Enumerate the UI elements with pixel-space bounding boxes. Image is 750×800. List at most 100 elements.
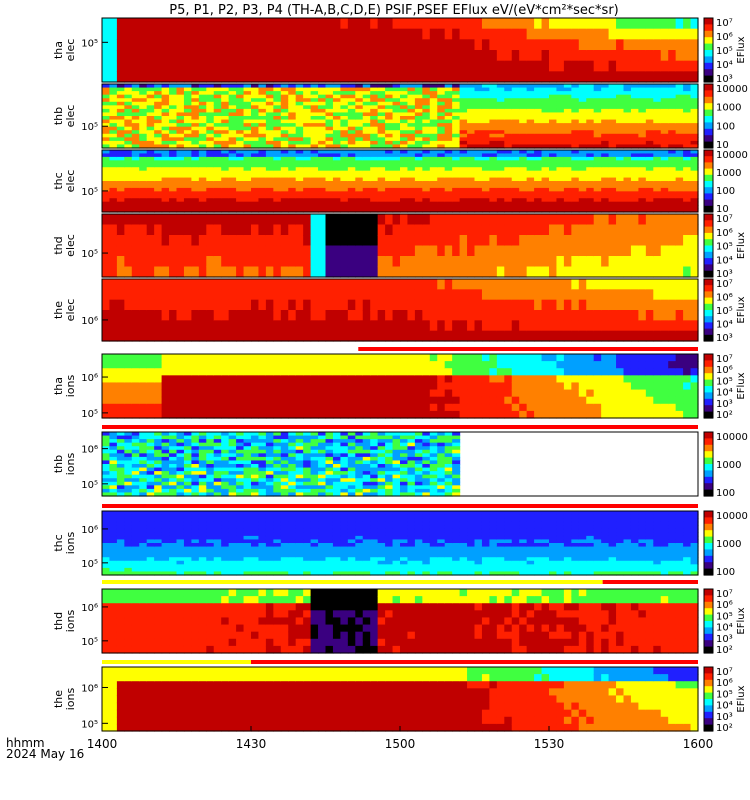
spectrogram-cell	[422, 144, 431, 149]
spectrogram-cell	[541, 198, 550, 203]
spectrogram-cell	[467, 140, 476, 146]
spectrogram-cell	[154, 191, 163, 196]
spectrogram-cell	[295, 375, 304, 384]
spectrogram-cell	[481, 279, 490, 290]
spectrogram-cell	[616, 208, 625, 213]
colorbar-swatch	[704, 109, 713, 112]
spectrogram-cell	[183, 60, 192, 72]
spectrogram-cell	[474, 160, 483, 165]
spectrogram-cell	[645, 181, 654, 186]
colorbar-swatch	[704, 143, 713, 146]
spectrogram-cell	[139, 108, 148, 114]
spectrogram-cell	[265, 235, 274, 247]
spectrogram-cell	[258, 39, 267, 51]
spectrogram-cell	[586, 160, 595, 165]
spectrogram-cell	[407, 160, 416, 165]
spectrogram-cell	[139, 140, 148, 146]
spectrogram-cell	[623, 279, 632, 290]
spectrogram-cell	[534, 119, 543, 124]
spectrogram-cell	[437, 50, 446, 62]
colorbar-swatch	[704, 201, 713, 204]
colorbar-swatch	[704, 96, 713, 99]
spectrogram-cell	[131, 91, 140, 96]
spectrogram-cell	[593, 28, 602, 40]
spectrogram-cell	[690, 123, 699, 128]
spectrogram-cell	[340, 133, 349, 138]
spectrogram-cell	[645, 116, 654, 121]
spectrogram-cell	[228, 403, 237, 412]
spectrogram-cell	[325, 403, 334, 412]
spectrogram-cell	[303, 330, 312, 342]
spectrogram-cell	[340, 205, 349, 210]
spectrogram-cell	[146, 28, 155, 40]
spectrogram-cell	[578, 167, 587, 172]
spectrogram-cell	[273, 205, 282, 210]
spectrogram-cell	[198, 201, 207, 206]
spectrogram-cell	[377, 256, 386, 268]
spectrogram-cell	[251, 160, 260, 165]
spectrogram-cell	[228, 150, 237, 155]
spectrogram-cell	[429, 130, 438, 135]
spectrogram-cell	[675, 256, 684, 268]
spectrogram-cell	[116, 163, 125, 168]
spectrogram-cell	[109, 140, 118, 146]
spectrogram-cell	[362, 84, 371, 89]
spectrogram-cell	[400, 101, 409, 106]
spectrogram-cell	[444, 279, 453, 290]
spectrogram-cell	[653, 94, 662, 99]
spectrogram-cell	[377, 119, 386, 124]
spectrogram-cell	[355, 224, 364, 236]
spectrogram-cell	[228, 279, 237, 290]
spectrogram-cell	[489, 184, 498, 189]
spectrogram-cell	[645, 50, 654, 62]
spectrogram-cell	[206, 354, 215, 362]
spectrogram-cell	[332, 375, 341, 384]
spectrogram-cell	[347, 177, 356, 182]
spectrogram-cell	[251, 39, 260, 51]
spectrogram-cell	[467, 137, 476, 142]
spectrogram-cell	[295, 112, 304, 117]
spectrogram-cell	[630, 123, 639, 128]
spectrogram-cell	[526, 181, 535, 186]
spectrogram-cell	[280, 174, 289, 179]
colorbar-tick-label: 10⁷	[716, 214, 733, 225]
spectrogram-cell	[109, 410, 118, 419]
spectrogram-cell	[362, 181, 371, 186]
spectrogram-cell	[243, 123, 252, 128]
spectrogram-cell	[526, 126, 535, 131]
spectrogram-cell	[593, 39, 602, 51]
spectrogram-cell	[169, 235, 178, 247]
spectrogram-cell	[385, 375, 394, 384]
spectrogram-cell	[213, 330, 222, 342]
spectrogram-cell	[169, 163, 178, 168]
spectrogram-cell	[139, 310, 148, 321]
spectrogram-cell	[251, 194, 260, 199]
spectrogram-cell	[690, 299, 699, 311]
spectrogram-cell	[146, 198, 155, 203]
spectrogram-cell	[265, 71, 274, 83]
spectrogram-cell	[340, 137, 349, 142]
spectrogram-cell	[251, 382, 260, 391]
spectrogram-cell	[452, 163, 461, 168]
spectrogram-cell	[489, 194, 498, 199]
spectrogram-cell	[124, 60, 133, 72]
spectrogram-cell	[347, 194, 356, 199]
spectrogram-cell	[146, 160, 155, 165]
spectrogram-cell	[437, 153, 446, 158]
spectrogram-cell	[586, 39, 595, 51]
colorbar-swatch	[704, 296, 713, 299]
spectrogram-cell	[452, 194, 461, 199]
spectrogram-cell	[601, 160, 610, 165]
spectrogram-cell	[213, 87, 222, 92]
spectrogram-cell	[265, 375, 274, 384]
spectrogram-cell	[578, 153, 587, 158]
spectrogram-cell	[355, 375, 364, 384]
spectrogram-cell	[206, 153, 215, 158]
spectrogram-cell	[362, 410, 371, 419]
spectrogram-cell	[414, 101, 423, 106]
spectrogram-cell	[400, 71, 409, 83]
spectrogram-cell	[213, 354, 222, 362]
spectrogram-cell	[571, 167, 580, 172]
spectrogram-cell	[310, 396, 319, 405]
spectrogram-cell	[630, 91, 639, 96]
